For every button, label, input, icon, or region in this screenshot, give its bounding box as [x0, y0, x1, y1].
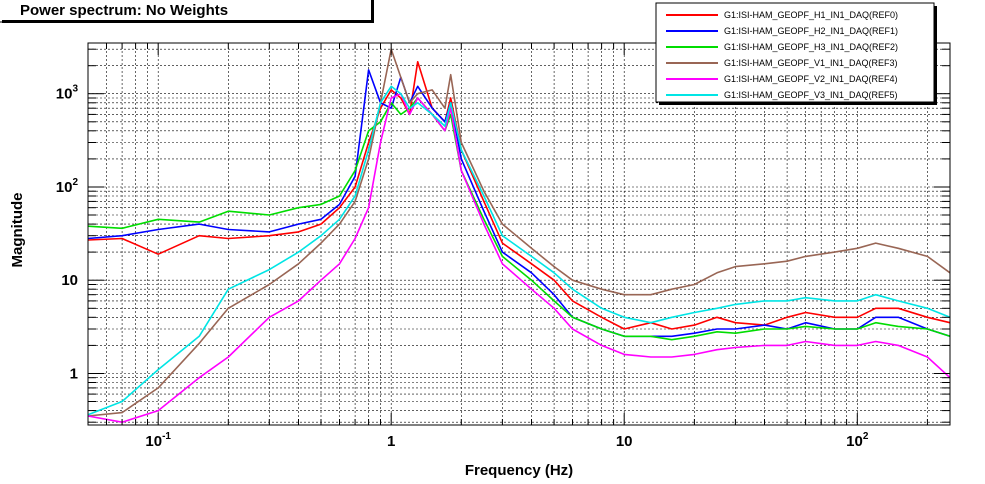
x-tick-label: 10-1 — [145, 431, 171, 450]
x-tick-label: 102 — [846, 431, 869, 450]
y-tick-label: 102 — [56, 177, 79, 196]
chart-title: Power spectrum: No Weights — [20, 2, 228, 19]
plot-area — [88, 43, 950, 425]
y-tick-label: 10 — [61, 272, 78, 289]
legend-label: G1:ISI-HAM_GEOPF_H2_IN1_DAQ(REF1) — [724, 26, 898, 36]
series-line-2 — [87, 97, 951, 341]
series-line-0 — [87, 61, 951, 330]
x-tick-label: 10 — [616, 433, 633, 450]
y-tick-labels: 1 10 102 103 — [56, 84, 79, 383]
legend-label: G1:ISI-HAM_GEOPF_H3_IN1_DAQ(REF2) — [724, 42, 898, 52]
series-lines — [87, 48, 951, 423]
series-line-1 — [87, 69, 951, 338]
series-line-4 — [87, 92, 951, 423]
series-line-3 — [87, 48, 951, 417]
x-tick-labels: 10-1 1 10 102 — [145, 431, 868, 450]
legend-entries: G1:ISI-HAM_GEOPF_H1_IN1_DAQ(REF0) G1:ISI-… — [666, 10, 898, 100]
legend-box — [655, 2, 935, 103]
title-box: Power spectrum: No Weights — [0, 0, 374, 23]
legend-label: G1:ISI-HAM_GEOPF_V1_IN1_DAQ(REF3) — [724, 58, 898, 68]
y-axis-title: Magnitude — [9, 193, 26, 268]
legend: G1:ISI-HAM_GEOPF_H1_IN1_DAQ(REF0) G1:ISI-… — [655, 2, 937, 105]
series-line-5 — [87, 85, 951, 416]
plot-frame — [87, 42, 951, 426]
legend-label: G1:ISI-HAM_GEOPF_V3_IN1_DAQ(REF5) — [724, 90, 898, 100]
legend-label: G1:ISI-HAM_GEOPF_H1_IN1_DAQ(REF0) — [724, 10, 898, 20]
legend-label: G1:ISI-HAM_GEOPF_V2_IN1_DAQ(REF4) — [724, 74, 898, 84]
x-tick-label: 1 — [387, 433, 395, 450]
x-axis-title: Frequency (Hz) — [465, 462, 573, 479]
y-tick-label: 103 — [56, 84, 79, 103]
y-tick-label: 1 — [70, 366, 78, 383]
